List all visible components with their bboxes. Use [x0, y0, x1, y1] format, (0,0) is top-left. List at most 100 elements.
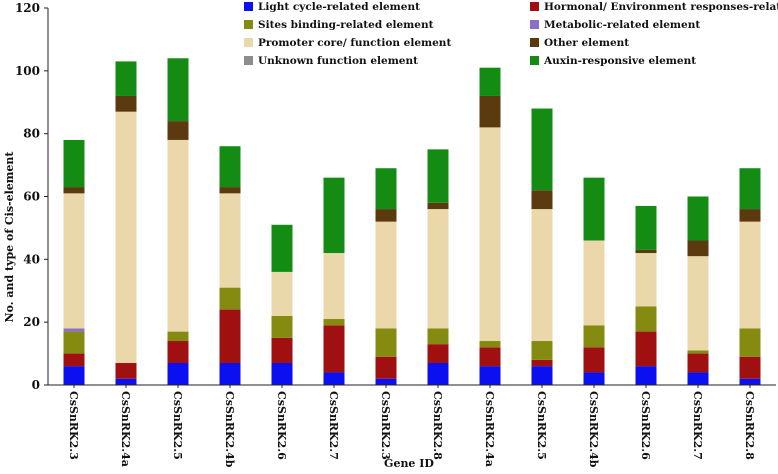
bar-segment	[167, 341, 189, 364]
bar-segment	[531, 359, 553, 367]
bar-segment	[167, 331, 189, 342]
legend-label: Light cycle-related element	[258, 1, 420, 13]
bar-segment	[63, 353, 85, 367]
x-tick-label: CsSnRK2.4b	[223, 391, 236, 468]
bar-segment	[739, 378, 761, 385]
bar-segment	[115, 111, 137, 364]
legend-label: Metabolic-related element	[544, 19, 700, 31]
bar-segment	[739, 356, 761, 379]
bar-stack	[583, 177, 605, 385]
bar-stack	[115, 61, 137, 385]
legend-label: Other element	[544, 37, 629, 49]
bar-segment	[479, 127, 501, 342]
legend-label: Unknown function element	[258, 55, 418, 67]
bar-segment	[271, 337, 293, 364]
bar-segment	[687, 256, 709, 351]
bar-segment	[323, 325, 345, 373]
bar-segment	[323, 177, 345, 254]
bar-segment	[635, 249, 657, 254]
bar-segment	[63, 187, 85, 194]
x-axis-title: Gene ID	[384, 457, 434, 470]
bar-segment	[375, 209, 397, 222]
x-tick-label: CsSnRK2.5	[535, 391, 548, 460]
bar-segment	[583, 372, 605, 385]
x-tick-label: CsSnRK2.7	[691, 391, 704, 460]
bar-segment	[635, 366, 657, 385]
legend-swatch	[530, 20, 539, 29]
bar-segment	[115, 61, 137, 96]
x-tick-label: CsSnRK2.6	[275, 391, 288, 460]
bar-segment	[323, 372, 345, 385]
bar-segment	[531, 108, 553, 191]
legend-swatch	[530, 56, 539, 65]
bar-segment	[271, 315, 293, 338]
y-tick-label: 100	[15, 64, 40, 78]
legend-swatch	[244, 56, 253, 65]
bar-segment	[167, 58, 189, 122]
bar-segment	[583, 240, 605, 326]
legend-swatch	[244, 38, 253, 47]
bar-segment	[531, 190, 553, 210]
bar-segment	[115, 95, 137, 112]
bar-segment	[63, 328, 85, 332]
bar-stack	[635, 205, 657, 385]
bar-stack	[427, 149, 449, 385]
bar-segment	[583, 325, 605, 348]
bar-segment	[739, 328, 761, 357]
legend-item: Auxin-responsive element	[530, 55, 696, 67]
bar-segment	[375, 356, 397, 379]
x-tick-label: CsSnRK2.3	[67, 391, 80, 460]
bar-segment	[219, 146, 241, 188]
bar-segment	[635, 253, 657, 307]
legend-item: Metabolic-related element	[530, 19, 700, 31]
bar-segment	[479, 67, 501, 96]
y-tick-label: 120	[15, 1, 40, 15]
bar-segment	[479, 347, 501, 367]
bar-segment	[739, 168, 761, 210]
bar-segment	[271, 224, 293, 272]
bar-segment	[531, 366, 553, 385]
legend: Light cycle-related element Sites binding…	[244, 1, 778, 67]
bar-stack	[271, 224, 293, 385]
legend-item: Hormonal/ Environment responses-related …	[530, 1, 778, 13]
bar-segment	[271, 271, 293, 316]
legend-item: Sites binding-related element	[244, 19, 434, 31]
bar-stack	[63, 139, 85, 385]
bar-segment	[427, 328, 449, 345]
bar-segment	[63, 193, 85, 329]
bar-segment	[635, 331, 657, 367]
bar-segment	[687, 240, 709, 257]
bar-segment	[219, 363, 241, 385]
y-axis-ticks: 0 20 40 60 80 100 120	[15, 1, 48, 392]
bar-stack	[479, 67, 501, 385]
legend-item: Light cycle-related element	[244, 1, 420, 13]
bar-segment	[323, 253, 345, 320]
bar-stack	[323, 177, 345, 385]
legend-swatch	[244, 20, 253, 29]
y-axis-title: No. and type of Cis-element	[3, 151, 16, 323]
bar-stack	[167, 58, 189, 385]
bar-segment	[375, 328, 397, 357]
x-tick-label: CsSnRK2.8	[431, 391, 444, 460]
bar-segment	[115, 363, 137, 379]
legend-label: Auxin-responsive element	[543, 55, 696, 67]
bar-segment	[687, 196, 709, 241]
bar-segment	[583, 347, 605, 373]
bar-segment	[219, 309, 241, 364]
bar-segment	[375, 168, 397, 210]
bar-segment	[583, 177, 605, 241]
x-tick-label: CsSnRK2.3	[379, 391, 392, 460]
bar-segment	[531, 209, 553, 342]
y-tick-label: 60	[23, 190, 40, 204]
y-tick-label: 80	[23, 127, 40, 141]
bar-segment	[63, 139, 85, 188]
bar-segment	[167, 363, 189, 385]
y-tick-label: 0	[32, 378, 40, 392]
bar-stack	[375, 168, 397, 385]
legend-swatch	[530, 38, 539, 47]
bar-segment	[479, 95, 501, 128]
bar-segment	[427, 209, 449, 329]
bar-segment	[427, 363, 449, 385]
x-tick-label: CsSnRK2.5	[171, 391, 184, 460]
